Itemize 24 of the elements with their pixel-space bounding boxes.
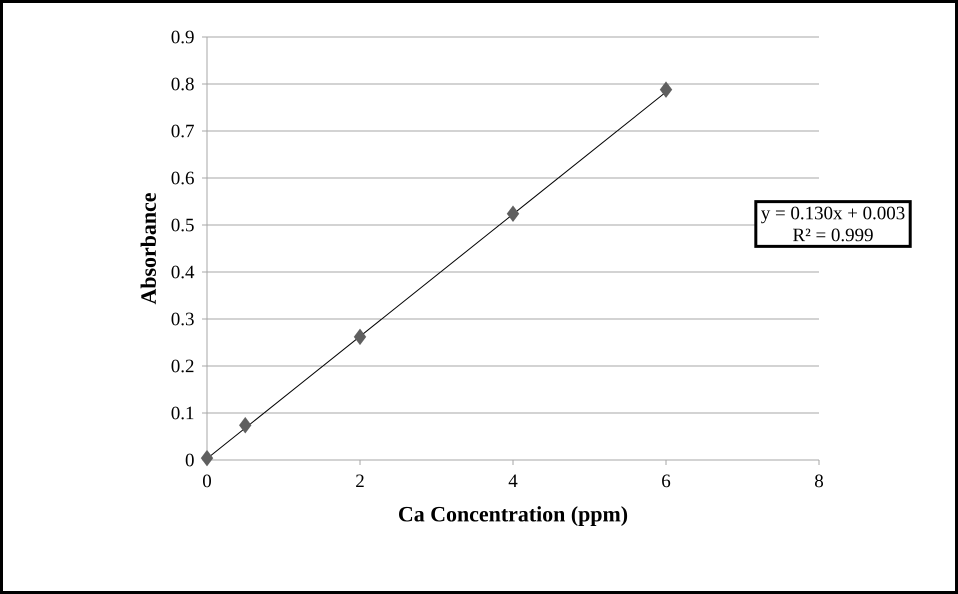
x-tick-label: 8 [814, 474, 824, 488]
x-axis-title: Ca Concentration (ppm) [399, 506, 628, 526]
y-tick-label: 0.5 [172, 218, 194, 232]
point [354, 328, 366, 346]
point [200, 450, 214, 466]
y-tick-label: 0.6 [172, 172, 194, 184]
point [239, 417, 252, 434]
annotation: y = 0.130x + 0.003 [761, 206, 904, 224]
y-tick-label: 0.9 [172, 30, 194, 44]
annotation: R² = 0.999 [793, 228, 873, 242]
y-axis-title: Absorbance [140, 193, 156, 304]
y-tick-label: 0.3 [172, 312, 194, 326]
x-tick-label: 0 [202, 474, 212, 488]
y-tick-label: 0 [186, 454, 194, 466]
x-tick-label: 4 [508, 474, 518, 487]
y-tick-label: 0.1 [172, 406, 194, 420]
point [660, 81, 672, 98]
y-tick-label: 0.4 [172, 266, 194, 278]
x-tick-label: 2 [356, 474, 364, 488]
x-tick-label: 6 [662, 474, 670, 488]
point [506, 206, 520, 222]
y-tick-label: 0.8 [172, 78, 194, 90]
y-tick-label: 0.7 [172, 124, 194, 138]
y-tick-label: 0.2 [172, 360, 194, 372]
